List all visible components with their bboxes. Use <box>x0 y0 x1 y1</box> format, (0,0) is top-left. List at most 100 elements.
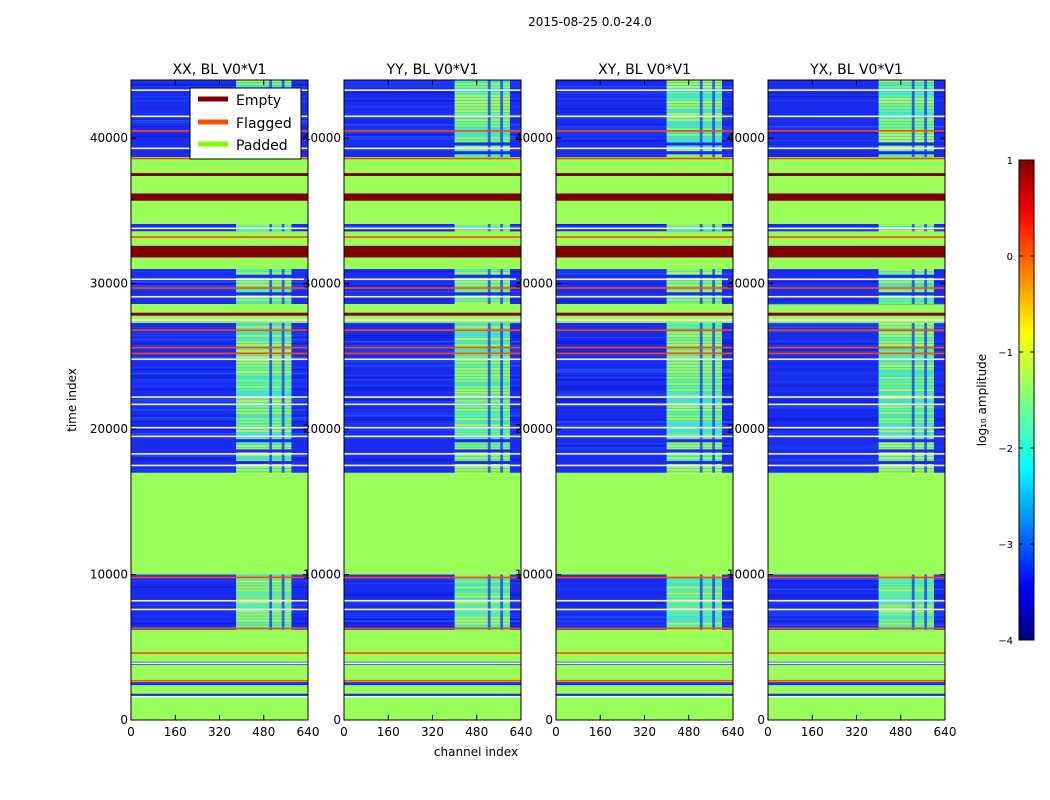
white-line <box>768 695 945 698</box>
white-line <box>131 435 308 438</box>
noise-line <box>556 96 733 98</box>
rfi-gap <box>487 269 491 304</box>
rfi-texture <box>236 472 292 475</box>
noise-line <box>556 98 733 100</box>
noise-line <box>556 295 733 297</box>
rfi-texture <box>236 302 292 305</box>
rfi-texture <box>878 430 934 433</box>
rfi-texture <box>666 325 722 328</box>
rfi-texture <box>236 433 292 436</box>
white-line <box>768 147 945 150</box>
noise-line <box>344 378 521 381</box>
white-line <box>344 464 521 467</box>
noise-line <box>131 624 308 626</box>
flagged-line <box>344 130 521 132</box>
rfi-texture <box>236 463 292 466</box>
rfi-texture <box>454 604 510 607</box>
rfi-texture <box>236 361 292 364</box>
rfi-texture <box>454 290 510 293</box>
flagged-line <box>344 352 521 355</box>
white-line <box>556 403 733 406</box>
rfi-texture <box>666 580 722 583</box>
rfi-texture <box>236 86 292 88</box>
noise-line <box>768 96 945 98</box>
empty-band <box>556 173 733 176</box>
noise-line <box>556 417 733 419</box>
noise-line <box>344 620 521 622</box>
y-tick-label: 20000 <box>515 422 553 436</box>
rfi-texture <box>666 412 722 415</box>
rfi-texture <box>666 299 722 302</box>
panel-1: XX, BL V0*V1 0 160 320 480 640 0 10000 20000 3000… <box>90 62 320 739</box>
x-tick-label: 160 <box>377 725 400 739</box>
rfi-texture <box>454 146 510 148</box>
white-line <box>768 358 945 361</box>
rfi-texture <box>454 424 510 427</box>
rfi-texture <box>878 230 934 232</box>
empty-band <box>131 193 308 201</box>
noise-line <box>344 610 521 612</box>
white-line <box>556 464 733 467</box>
rfi-texture <box>666 224 722 226</box>
rfi-texture <box>236 331 292 334</box>
noise-line <box>344 136 521 138</box>
flagged-line <box>768 352 945 355</box>
noise-line <box>131 297 308 299</box>
rfi-texture <box>666 122 722 124</box>
empty-band <box>556 312 733 316</box>
flagged-line <box>556 352 733 355</box>
noise-line <box>768 610 945 612</box>
noise-line <box>768 392 945 395</box>
white-line <box>344 295 521 298</box>
flagged-line <box>768 679 945 682</box>
data-stripe <box>344 449 521 453</box>
rfi-texture <box>236 418 292 421</box>
rfi-texture <box>878 457 934 460</box>
noise-line <box>768 368 945 371</box>
rfi-texture <box>236 337 292 340</box>
noise-line <box>768 433 945 435</box>
rfi-texture <box>666 607 722 610</box>
data-stripe <box>768 449 945 453</box>
rfi-texture <box>236 394 292 397</box>
rfi-texture <box>454 388 510 391</box>
rfi-texture <box>454 137 510 139</box>
rfi-texture <box>236 415 292 418</box>
rfi-texture <box>666 454 722 457</box>
colorbar-tick-label: 0 <box>1007 252 1013 263</box>
rfi-texture <box>666 424 722 427</box>
white-line <box>556 89 733 91</box>
empty-band <box>131 312 308 316</box>
noise-line <box>344 322 521 325</box>
rfi-texture <box>236 412 292 415</box>
rfi-texture <box>666 101 722 103</box>
rfi-texture <box>236 421 292 424</box>
noise-line <box>768 88 945 90</box>
rfi-texture <box>454 454 510 457</box>
rfi-texture <box>666 379 722 382</box>
white-line <box>556 435 733 438</box>
data-stripe <box>556 693 733 697</box>
noise-line <box>556 342 733 345</box>
rfi-texture <box>236 430 292 433</box>
rfi-texture <box>878 463 934 466</box>
rfi-texture <box>454 619 510 622</box>
noise-line <box>131 604 308 606</box>
noise-line <box>131 326 308 329</box>
white-line <box>131 319 308 321</box>
noise-line <box>344 415 521 417</box>
rfi-texture <box>878 583 934 586</box>
rfi-texture <box>454 418 510 421</box>
flagged-line <box>344 329 521 331</box>
noise-line <box>768 407 945 409</box>
flagged-line <box>768 236 945 238</box>
rfi-texture <box>454 376 510 379</box>
x-tick-label: 480 <box>252 725 275 739</box>
colorbar-tick-label: −4 <box>998 636 1013 647</box>
x-tick-label: 640 <box>722 725 745 739</box>
noise-line <box>344 271 521 273</box>
rfi-gap <box>281 269 285 304</box>
noise-line <box>556 445 733 447</box>
noise-line <box>556 392 733 395</box>
noise-line <box>344 578 521 580</box>
